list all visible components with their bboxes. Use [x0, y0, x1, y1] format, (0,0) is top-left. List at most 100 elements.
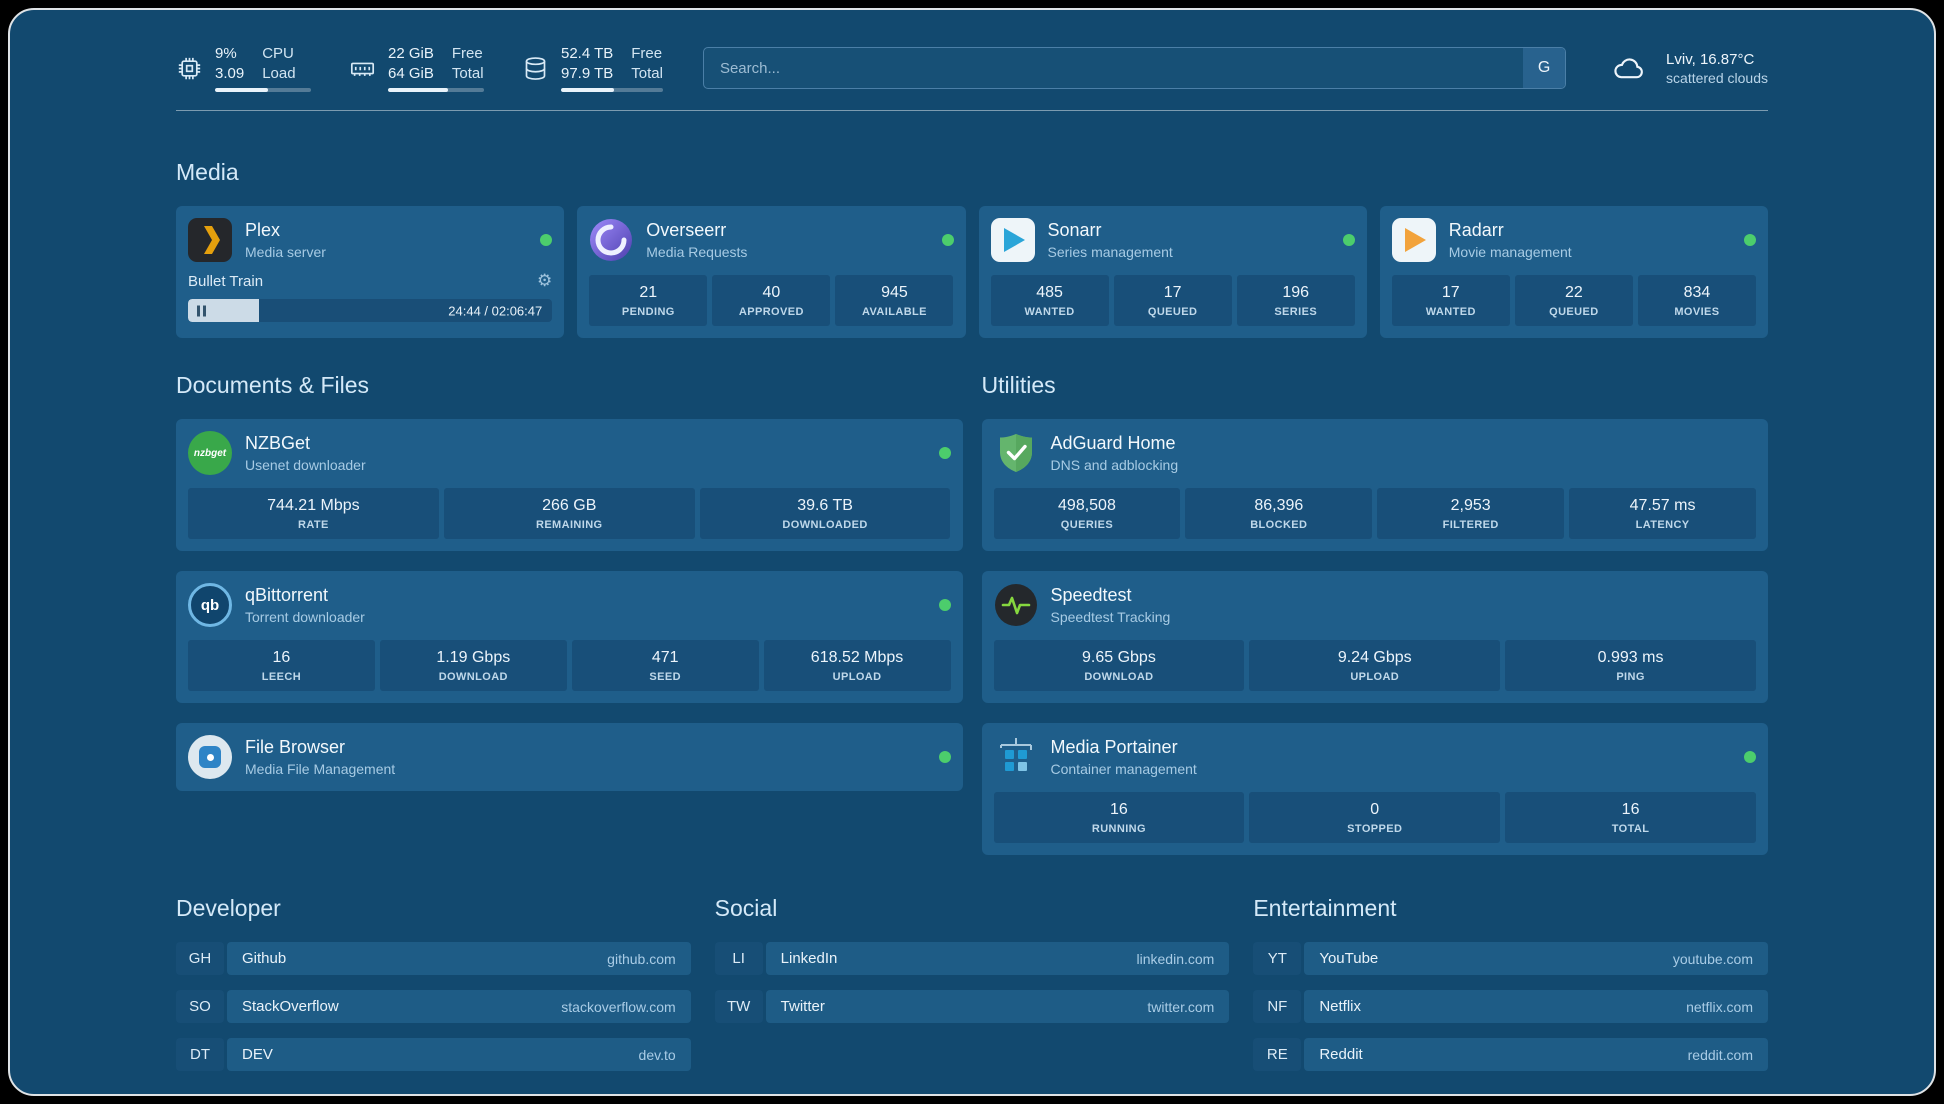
- service-name: Radarr: [1448, 219, 1504, 240]
- service-name: Plex: [245, 219, 281, 240]
- stat-label: PENDING: [621, 306, 675, 318]
- stat: 16 RUNNING: [993, 792, 1245, 843]
- bookmark-abbr: DT: [176, 1038, 224, 1071]
- stat: 471 SEED: [571, 640, 759, 691]
- stat: 945 AVAILABLE: [835, 275, 954, 326]
- documents-section: Documents & Files nzbget NZBGet Usenet d…: [176, 372, 963, 855]
- stat-label: BLOCKED: [1250, 519, 1308, 531]
- stat: 1.19 Gbps DOWNLOAD: [379, 640, 567, 691]
- service-card-overseerr[interactable]: Overseerr Media Requests 21 PENDING 40 A…: [577, 206, 966, 338]
- search-provider-button[interactable]: G: [1523, 48, 1566, 88]
- bookmark-netflix[interactable]: NF Netflix netflix.com: [1253, 990, 1768, 1023]
- service-card-sonarr[interactable]: Sonarr Series management 485 WANTED 17 Q…: [978, 206, 1367, 338]
- cpu-label: CPU: [262, 45, 294, 62]
- bookmark-group-title: Social: [714, 895, 778, 921]
- playback-progress-fill: [188, 299, 260, 322]
- stat-value: 2,953: [1450, 497, 1491, 514]
- bookmark-name: LinkedIn: [780, 950, 838, 967]
- service-description: Usenet downloader: [245, 457, 366, 474]
- portainer-icon: [994, 735, 1038, 779]
- stat: 39.6 TB DOWNLOADED: [699, 488, 951, 539]
- bookmark-abbr: RE: [1253, 1038, 1302, 1071]
- service-description: Media server: [245, 244, 326, 261]
- playback-progress-bar[interactable]: 24:44 / 02:06:47: [188, 299, 553, 322]
- bookmark-stackoverflow[interactable]: SO StackOverflow stackoverflow.com: [176, 990, 691, 1023]
- service-name: AdGuard Home: [1050, 432, 1176, 453]
- top-bar: 9% 3.09 CPU Load: [176, 36, 1768, 100]
- bookmark-name: Github: [242, 950, 287, 967]
- service-card-portainer[interactable]: Media Portainer Container management 16 …: [981, 723, 1768, 855]
- status-dot: [1342, 234, 1355, 246]
- stat-value: 945: [881, 284, 908, 301]
- service-card-radarr[interactable]: Radarr Movie management 17 WANTED 22 QUE…: [1379, 206, 1768, 338]
- bookmark-linkedin[interactable]: LI LinkedIn linkedin.com: [714, 942, 1230, 975]
- bookmark-group-developer: Developer GH Github github.com SO StackO…: [176, 895, 691, 1071]
- stat: 9.24 Gbps UPLOAD: [1249, 640, 1501, 691]
- search-input[interactable]: [702, 47, 1567, 89]
- stat: 16 LEECH: [188, 640, 375, 691]
- stat: 618.52 Mbps UPLOAD: [763, 640, 951, 691]
- nzbget-icon: nzbget: [188, 431, 232, 475]
- stat-label: DOWNLOAD: [1084, 671, 1154, 683]
- speedtest-icon: [994, 583, 1038, 627]
- service-name: qBittorrent: [245, 584, 329, 605]
- stat-label: UPLOAD: [1350, 671, 1400, 683]
- memory-icon: [349, 55, 376, 82]
- memory-free-label: Free: [451, 45, 483, 62]
- service-description: Media Requests: [646, 244, 748, 261]
- stat: 485 WANTED: [990, 275, 1109, 326]
- stat-value: 16: [1621, 801, 1640, 818]
- service-card-nzbget[interactable]: nzbget NZBGet Usenet downloader 744.21 M…: [176, 419, 963, 551]
- stat: 17 QUEUED: [1113, 275, 1232, 326]
- stat: 2,953 FILTERED: [1377, 488, 1565, 539]
- stat-label: MOVIES: [1674, 306, 1720, 318]
- bookmark-youtube[interactable]: YT YouTube youtube.com: [1253, 942, 1768, 975]
- gear-icon[interactable]: ⚙: [537, 271, 553, 291]
- bookmark-abbr: GH: [176, 942, 224, 975]
- stat: 0.993 ms PING: [1505, 640, 1756, 691]
- status-dot: [938, 447, 951, 459]
- stat-label: LEECH: [261, 671, 302, 683]
- stat-value: 40: [762, 284, 781, 301]
- overseerr-icon: [589, 218, 633, 262]
- bookmark-domain: youtube.com: [1672, 950, 1753, 967]
- service-card-adguard[interactable]: AdGuard Home DNS and adblocking 498,508 …: [981, 419, 1768, 551]
- service-description: Movie management: [1448, 244, 1572, 261]
- status-dot: [1744, 234, 1756, 246]
- media-section: Media Plex Media server: [176, 159, 1768, 338]
- stat-value: 471: [651, 649, 679, 666]
- status-dot: [540, 234, 553, 246]
- resource-widgets: 9% 3.09 CPU Load: [176, 44, 663, 92]
- stat-label: AVAILABLE: [861, 306, 927, 318]
- pause-icon[interactable]: [197, 305, 206, 316]
- bookmark-github[interactable]: GH Github github.com: [176, 942, 691, 975]
- stat: 22 QUEUED: [1514, 275, 1633, 326]
- bookmark-reddit[interactable]: RE Reddit reddit.com: [1253, 1038, 1768, 1071]
- service-card-speedtest[interactable]: Speedtest Speedtest Tracking 9.65 Gbps D…: [981, 571, 1768, 703]
- service-card-qbittorrent[interactable]: qb qBittorrent Torrent downloader 16 LEE…: [176, 571, 963, 703]
- stat-label: QUEUED: [1549, 306, 1599, 318]
- bookmark-dev[interactable]: DT DEV dev.to: [176, 1038, 691, 1071]
- stat-value: 17: [1163, 284, 1182, 301]
- bookmark-twitter[interactable]: TW Twitter twitter.com: [714, 990, 1230, 1023]
- stat-value: 9.65 Gbps: [1082, 649, 1156, 666]
- service-description: Torrent downloader: [245, 609, 365, 626]
- disk-free-value: 52.4 TB: [561, 45, 614, 62]
- bookmark-name: DEV: [242, 1046, 273, 1063]
- bookmark-group-title: Entertainment: [1253, 895, 1397, 921]
- service-card-filebrowser[interactable]: File Browser Media File Management: [176, 723, 963, 791]
- stat-label: PING: [1616, 671, 1645, 683]
- disk-total-label: Total: [631, 64, 663, 82]
- adguard-icon: [994, 431, 1038, 475]
- service-card-plex[interactable]: Plex Media server Bullet Train ⚙ 24:44 /…: [176, 206, 565, 338]
- radarr-icon: [1391, 218, 1436, 262]
- weather-location: Lviv, 16.87°C: [1666, 50, 1755, 68]
- stat: 0 STOPPED: [1249, 792, 1501, 843]
- stat-value: 266 GB: [542, 497, 597, 514]
- memory-total-value: 64 GiB: [388, 64, 434, 82]
- bookmark-group-social: Social LI LinkedIn linkedin.com TW Twitt…: [714, 895, 1230, 1071]
- status-dot: [938, 751, 951, 763]
- stat: 266 GB REMAINING: [443, 488, 695, 539]
- bookmark-domain: github.com: [607, 950, 676, 967]
- stat: 744.21 Mbps RATE: [188, 488, 439, 539]
